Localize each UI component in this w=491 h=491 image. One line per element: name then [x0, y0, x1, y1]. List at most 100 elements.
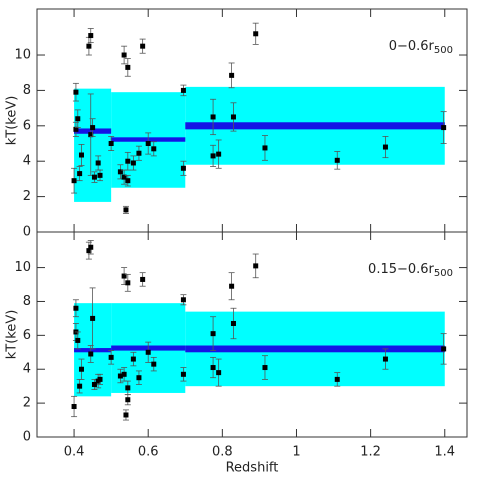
data-point	[88, 132, 94, 138]
data-point	[123, 412, 129, 418]
data-point	[382, 356, 388, 362]
data-point	[262, 145, 268, 151]
y-tick-label: 2	[23, 396, 31, 411]
annotation-subscript: 500	[434, 45, 453, 56]
x-axis-label: Redshift	[226, 461, 279, 476]
data-point	[121, 273, 127, 279]
mean-band	[185, 122, 445, 130]
y-tick-label: 0	[23, 225, 31, 240]
data-point	[121, 52, 127, 58]
data-point	[229, 283, 235, 289]
y-tick-label: 10	[14, 48, 31, 63]
data-point	[86, 43, 92, 49]
data-point	[121, 371, 127, 377]
data-point	[125, 178, 131, 184]
mean-band	[74, 348, 112, 353]
y-tick-label: 6	[23, 328, 31, 343]
data-point	[130, 160, 136, 166]
data-point	[334, 157, 340, 163]
y-axis-label: kT(keV)	[5, 96, 20, 146]
data-point	[151, 361, 157, 367]
y-tick-label: 4	[23, 154, 31, 169]
data-point	[88, 244, 94, 250]
data-point	[210, 153, 216, 159]
data-point	[75, 337, 81, 343]
data-point	[145, 141, 151, 147]
data-point	[210, 331, 216, 337]
data-point	[180, 371, 186, 377]
data-point	[97, 172, 103, 178]
data-point	[121, 174, 127, 180]
data-point	[140, 276, 146, 282]
data-point	[91, 174, 97, 180]
data-point	[73, 89, 79, 95]
data-point	[334, 376, 340, 382]
data-point	[216, 370, 222, 376]
annotation: 0−0.6r500	[389, 39, 453, 57]
data-point	[73, 126, 79, 132]
data-point	[86, 248, 92, 254]
x-tick-label: 1.2	[360, 445, 381, 460]
data-point	[71, 178, 77, 184]
data-point	[75, 116, 81, 122]
data-point	[123, 207, 129, 213]
data-point	[108, 141, 114, 147]
data-point	[180, 87, 186, 93]
range-band	[74, 88, 112, 202]
annotation: 0.15−0.6r500	[368, 262, 453, 280]
data-point	[77, 383, 83, 389]
plot-frame	[36, 231, 468, 438]
data-point	[262, 365, 268, 371]
data-point	[125, 280, 131, 286]
data-point	[136, 375, 142, 381]
data-point	[140, 43, 146, 49]
data-point	[97, 376, 103, 382]
data-point	[78, 152, 84, 158]
y-tick-label: 8	[23, 83, 31, 98]
data-point	[71, 404, 77, 410]
data-point	[216, 151, 222, 157]
data-point	[130, 356, 136, 362]
data-point	[180, 297, 186, 303]
data-point	[210, 365, 216, 371]
x-tick-label: 1.4	[434, 445, 455, 460]
y-tick-label: 8	[23, 294, 31, 309]
y-tick-label: 2	[23, 189, 31, 204]
data-point	[210, 114, 216, 120]
y-tick-label: 10	[14, 260, 31, 275]
y-tick-label: 6	[23, 118, 31, 133]
x-tick-label: 0.4	[64, 445, 85, 460]
y-tick-label: 0	[23, 430, 31, 445]
data-point	[108, 354, 114, 360]
data-point	[125, 397, 131, 403]
data-point	[91, 381, 97, 387]
data-point	[180, 165, 186, 171]
x-tick-label: 0.6	[138, 445, 159, 460]
x-tick-label: 0.8	[212, 445, 233, 460]
annotation-subscript: 500	[434, 268, 453, 279]
data-point	[88, 33, 94, 39]
data-point	[125, 385, 131, 391]
data-point	[73, 305, 79, 311]
data-point	[230, 114, 236, 120]
y-tick-label: 4	[23, 362, 31, 377]
data-point	[230, 320, 236, 326]
data-point	[117, 169, 123, 175]
data-point	[90, 125, 96, 131]
data-point	[117, 373, 123, 379]
data-point	[136, 150, 142, 156]
data-point	[441, 125, 447, 131]
x-tick-label: 1	[292, 445, 300, 460]
data-point	[88, 351, 94, 357]
data-point	[125, 158, 131, 164]
y-axis-label: kT(keV)	[5, 310, 20, 360]
data-point	[95, 160, 101, 166]
data-point	[125, 64, 131, 70]
data-point	[90, 315, 96, 321]
data-point	[382, 144, 388, 150]
annotation-text: 0−0.6r	[389, 39, 435, 54]
data-point	[253, 31, 259, 37]
data-point	[253, 263, 259, 269]
mean-band	[185, 345, 445, 353]
